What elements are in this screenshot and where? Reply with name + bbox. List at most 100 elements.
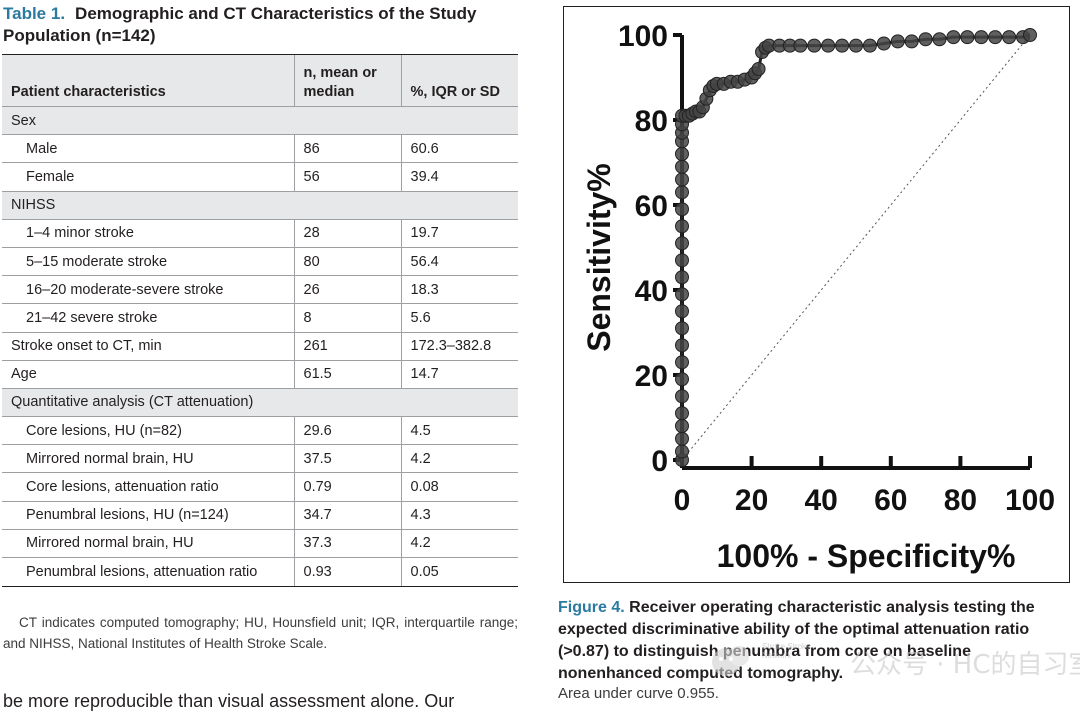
table-row: Mirrored normal brain, HU 37.5 4.2 [2,444,518,474]
x-axis-label: 100% - Specificity% [717,538,1016,574]
x-tick-label: 20 [735,484,768,517]
row-label: Penumbral lesions, attenuation ratio [2,556,295,586]
roc-point [849,38,863,53]
row-value: 0.93 [293,556,402,586]
table-row: 5–15 moderate stroke 80 56.4 [2,246,518,277]
row-percent: 19.7 [400,218,518,248]
row-label: 5–15 moderate stroke [2,246,295,277]
group-label: Sex [2,105,518,136]
roc-point [675,419,689,433]
roc-point [904,34,919,49]
row-percent: 56.4 [400,246,518,277]
roc-point [675,236,689,251]
header-value: n, mean or median [293,55,402,107]
header-percent: %, IQR or SD [400,55,518,107]
watermark-subtext: Stroke Stroke Network [762,642,811,660]
row-label: Core lesions, attenuation ratio [2,472,295,502]
row-value: 86 [293,134,402,164]
header-characteristic: Patient characteristics [2,55,295,107]
row-percent: 0.05 [400,556,518,586]
y-axis-label: Sensitivity% [581,163,617,352]
table-row: Age 61.5 14.7 [2,359,518,389]
table-row: Core lesions, HU (n=82) 29.6 4.5 [2,416,518,446]
row-label: 21–42 severe stroke [2,303,295,333]
table-group-row: Quantitative analysis (CT attenuation) [2,387,518,418]
row-percent: 39.4 [400,162,518,192]
roc-figure: 0 20 40 60 80 100 0 20 40 60 80 100 100% - Specifici… [563,6,1070,583]
characteristics-table: Patient characteristics n, mean or media… [2,54,518,587]
x-tick-label: 0 [674,484,691,517]
roc-point [1023,28,1037,42]
row-percent: 5.6 [400,303,518,333]
row-value: 26 [293,275,402,305]
table-caption: Table 1. Demographic and CT Characteristi… [3,3,518,47]
row-percent: 4.2 [400,528,518,559]
roc-point [675,147,689,161]
table-group-row: NIHSS [2,190,518,220]
table-row: Mirrored normal brain, HU 37.3 4.2 [2,528,518,559]
roc-point [751,62,766,76]
row-label: Mirrored normal brain, HU [2,444,295,474]
row-value: 37.5 [293,444,402,474]
row-label: Stroke onset to CT, min [2,331,295,361]
roc-point [821,38,836,53]
row-value: 61.5 [293,359,402,389]
roc-point [675,431,689,446]
roc-point [675,253,689,268]
roc-point [675,202,689,217]
roc-point [675,219,689,234]
roc-point [675,287,689,302]
table-title: Demographic and CT Characteristics of th… [3,4,477,45]
roc-point [675,406,689,421]
watermark-logo-icon [712,646,749,676]
table-row: Male 86 60.6 [2,134,518,164]
roc-point [675,270,689,285]
roc-point [675,355,689,370]
row-label: 16–20 moderate-severe stroke [2,275,295,305]
roc-point [918,32,933,47]
roc-point [862,38,877,53]
table-row: Stroke onset to CT, min 261 172.3–382.8 [2,331,518,361]
roc-point [890,34,905,49]
roc-point [675,185,689,200]
table-row: Female 56 39.4 [2,162,518,192]
row-value: 28 [293,218,402,248]
y-tick-label: 20 [635,360,668,393]
y-tick-label: 40 [635,275,668,308]
reference-diagonal-line [681,34,1031,461]
table-row: Penumbral lesions, attenuation ratio 0.93… [2,556,518,586]
row-value: 56 [293,162,402,192]
row-percent: 4.2 [400,444,518,474]
group-label: Quantitative analysis (CT attenuation) [2,387,518,418]
row-value: 34.7 [293,500,402,530]
roc-point [675,444,689,459]
watermark: Stroke Stroke Network 公众号 · HC的自习室 [706,640,1080,684]
roc-point [835,38,850,53]
table-label: Table 1. [3,4,66,23]
row-label: Penumbral lesions, HU (n=124) [2,500,295,530]
roc-point [675,321,689,336]
row-percent: 0.08 [400,472,518,502]
row-label: Age [2,359,295,389]
roc-point [932,32,947,47]
row-value: 8 [293,303,402,333]
x-tick-label: 60 [874,484,907,517]
roc-point [675,338,689,353]
y-tick-label: 80 [635,105,668,138]
roc-point [675,172,689,187]
x-tick-label: 80 [944,484,977,517]
table-row: Penumbral lesions, HU (n=124) 34.7 4.3 [2,500,518,530]
row-label: Female [2,162,295,192]
group-label: NIHSS [2,190,518,220]
row-label: Male [2,134,295,164]
roc-point [946,30,961,45]
row-value: 37.3 [293,528,402,559]
roc-point [876,36,891,51]
table-row: 21–42 severe stroke 8 5.6 [2,303,518,333]
row-percent: 4.3 [400,500,518,530]
table-group-row: Sex [2,105,518,136]
row-percent: 14.7 [400,359,518,389]
table-body: Sex Male 86 60.6 Female 56 39.4 NIHSS 1–4 minor … [2,105,518,586]
table-row: 16–20 moderate-severe stroke 26 18.3 [2,275,518,305]
roc-chart: 0 20 40 60 80 100 0 20 40 60 80 100 100% - Specifici… [581,20,1055,574]
